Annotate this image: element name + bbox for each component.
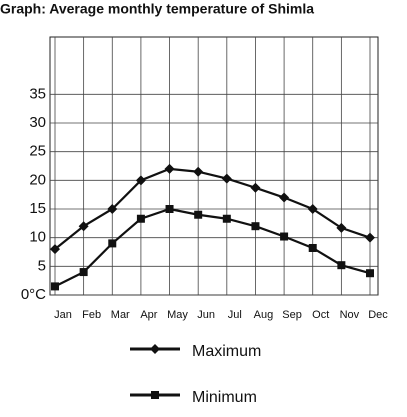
- legend-label: Maximum: [192, 343, 261, 360]
- legend-label: Minimum: [192, 389, 257, 406]
- series-line: [54, 207, 371, 288]
- series-line: [54, 167, 371, 250]
- data-point: [79, 268, 88, 277]
- x-tick-label: Jun: [197, 309, 215, 321]
- data-point: [107, 204, 118, 214]
- data-point: [337, 261, 346, 270]
- legend-marker: [151, 391, 159, 399]
- x-tick-label: Sep: [282, 309, 302, 321]
- y-tick-label: 35: [29, 85, 46, 102]
- data-point: [136, 214, 145, 223]
- data-point: [51, 282, 59, 291]
- data-point: [308, 243, 317, 252]
- data-point: [365, 232, 375, 243]
- x-tick-label: Apr: [140, 309, 157, 321]
- data-point: [280, 232, 289, 241]
- data-point: [221, 173, 232, 184]
- x-tick-label: Jan: [54, 309, 72, 321]
- y-tick-label: 25: [29, 143, 46, 160]
- x-tick-label: Jul: [228, 309, 242, 321]
- data-point: [366, 269, 374, 278]
- data-point: [222, 214, 231, 223]
- y-tick-label: 20: [29, 171, 46, 188]
- data-point: [193, 166, 204, 177]
- data-point: [194, 210, 203, 219]
- data-point: [336, 222, 347, 233]
- data-point: [50, 244, 60, 255]
- x-tick-label: Mar: [111, 309, 130, 321]
- y-tick-label: 0°C: [21, 286, 46, 303]
- y-tick-label: 15: [29, 200, 46, 217]
- x-tick-label: Aug: [254, 309, 274, 321]
- x-tick-label: Dec: [368, 309, 388, 321]
- data-point: [251, 222, 260, 231]
- data-point: [78, 221, 89, 232]
- legend-marker: [150, 344, 160, 354]
- y-tick-label: 30: [29, 114, 46, 131]
- x-tick-label: Feb: [82, 309, 101, 321]
- data-point: [165, 205, 174, 213]
- x-tick-label: May: [167, 309, 188, 321]
- data-point: [135, 175, 146, 186]
- data-point: [307, 204, 318, 214]
- data-point: [164, 163, 175, 174]
- data-point: [279, 192, 290, 203]
- y-tick-label: 10: [29, 229, 46, 246]
- data-point: [250, 182, 261, 193]
- y-tick-label: 5: [38, 257, 46, 274]
- x-tick-label: Oct: [312, 309, 329, 321]
- x-tick-label: Nov: [340, 309, 360, 321]
- chart-title: Graph: Average monthly temperature of Sh…: [0, 1, 314, 17]
- data-point: [108, 239, 117, 248]
